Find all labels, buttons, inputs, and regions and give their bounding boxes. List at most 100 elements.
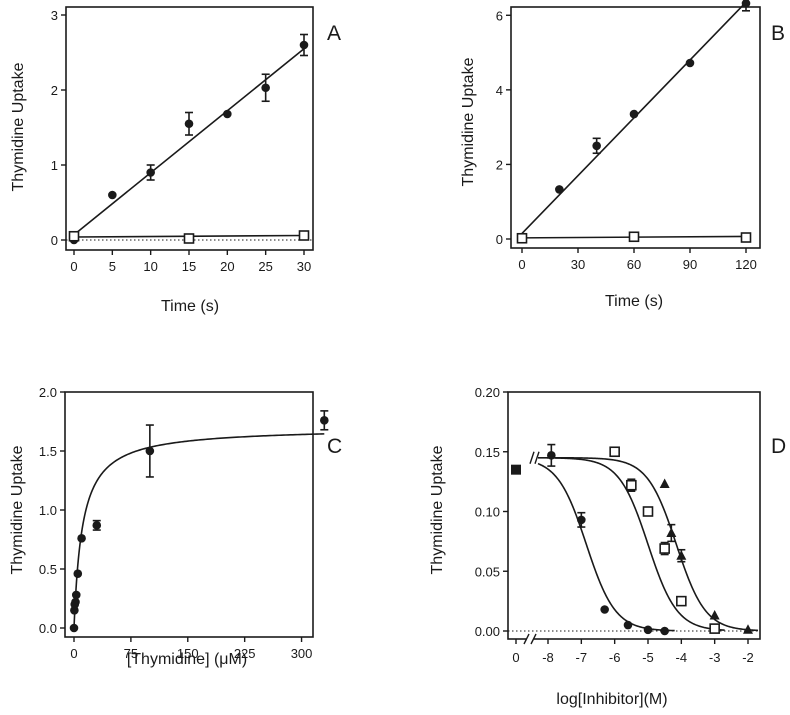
panel-d: D log[Inhibitor](M) Thymidine Uptake 0 -8… <box>429 385 786 708</box>
x-tick-label: 0 <box>512 650 519 665</box>
curve-break-mark <box>534 451 540 464</box>
panel-d-y-axis-label: Thymidine Uptake <box>429 445 446 574</box>
data-point <box>71 590 81 600</box>
y-tick-label: 2 <box>496 157 503 172</box>
x-tick-label: 90 <box>683 257 697 272</box>
data-point <box>77 534 86 543</box>
x-tick-label: -2 <box>742 650 754 665</box>
panel-a-y-axis-label: Thymidine Uptake <box>10 62 27 191</box>
data-point <box>676 595 687 607</box>
x-tick-label: -7 <box>576 650 588 665</box>
x-tick-label: 30 <box>297 259 311 274</box>
data-point <box>69 623 79 633</box>
data-point <box>642 506 654 517</box>
data-point <box>741 0 751 8</box>
axis-break-mark <box>530 633 537 645</box>
x-tick-label: 20 <box>220 259 234 274</box>
data-point <box>743 624 753 634</box>
x-tick-label: 0 <box>70 259 77 274</box>
y-tick-label: 0.5 <box>39 562 57 577</box>
curve-break-mark <box>529 451 535 464</box>
x-tick-label: 5 <box>109 259 116 274</box>
panel-b-x-axis-label: Time (s) <box>605 293 663 310</box>
panel-a: A Time (s) Thymidine Uptake 0 5 10 15 20 25 30… <box>10 6 341 315</box>
data-point <box>709 609 720 620</box>
x-tick-label: 75 <box>124 646 138 661</box>
data-point <box>600 605 609 614</box>
data-point <box>68 230 80 242</box>
data-point <box>184 119 194 129</box>
x-tick-label: 300 <box>291 646 313 661</box>
data-point <box>609 446 620 458</box>
control-point <box>511 464 521 475</box>
data-point <box>299 40 309 50</box>
x-tick-label: -8 <box>542 650 554 665</box>
y-tick-label: 0.15 <box>475 445 500 460</box>
x-tick-label: -6 <box>609 650 621 665</box>
axis-break-gap <box>527 635 534 643</box>
y-tick-label: 2.0 <box>39 385 57 400</box>
data-point <box>71 597 80 607</box>
y-tick-label: 0.05 <box>475 564 500 579</box>
data-point <box>676 550 687 560</box>
data-point <box>626 479 637 491</box>
x-tick-label: 0 <box>518 257 525 272</box>
data-point <box>659 543 670 554</box>
data-point <box>659 478 670 489</box>
x-tick-label: -4 <box>676 650 688 665</box>
data-point <box>183 233 195 244</box>
x-tick-label: 15 <box>182 259 196 274</box>
panel-b-letter: B <box>771 22 785 45</box>
y-tick-label: 0 <box>51 233 58 248</box>
data-point <box>623 620 633 630</box>
x-tick-label: 120 <box>735 257 757 272</box>
y-tick-label: 2 <box>51 83 58 98</box>
data-point <box>320 416 329 425</box>
panel-c: C [Thymidine] (μM) Thymidine Uptake 0 75 1… <box>9 385 342 668</box>
data-point <box>92 521 102 530</box>
panel-a-x-axis-label: Time (s) <box>161 298 219 315</box>
y-tick-label: 1.0 <box>39 503 57 518</box>
y-tick-label: 0.00 <box>475 624 500 639</box>
data-point <box>108 190 117 200</box>
plot-frame <box>510 6 761 249</box>
data-point <box>73 569 83 579</box>
x-tick-label: 225 <box>234 646 256 661</box>
x-tick-label: 0 <box>70 646 77 661</box>
panel-b: B Time (s) Thymidine Uptake 0 30 60 90 120 0 2… <box>460 0 785 310</box>
data-point <box>643 625 653 635</box>
panel-a-letter: A <box>327 22 341 45</box>
data-point <box>709 623 720 634</box>
x-tick-label: 25 <box>258 259 272 274</box>
data-point <box>516 232 528 244</box>
panel-c-y-axis-label: Thymidine Uptake <box>9 445 26 574</box>
x-tick-label: 60 <box>627 257 641 272</box>
data-point <box>577 515 586 525</box>
data-point <box>298 230 310 241</box>
y-tick-label: 1.5 <box>39 444 57 459</box>
fit-line <box>73 48 305 236</box>
fit-curve <box>538 456 759 632</box>
x-tick-label: -3 <box>709 650 721 665</box>
y-tick-label: 6 <box>496 8 503 23</box>
x-tick-label: 30 <box>571 257 585 272</box>
panel-c-x-axis-label: [Thymidine] (μM) <box>127 651 247 668</box>
data-point <box>146 168 155 177</box>
y-tick-label: 4 <box>496 83 503 98</box>
panel-d-x-axis-label: log[Inhibitor](M) <box>556 691 667 708</box>
data-point <box>261 83 270 93</box>
data-point <box>666 527 677 538</box>
x-tick-label: -5 <box>642 650 654 665</box>
x-tick-label: 10 <box>143 259 157 274</box>
panel-b-y-axis-label: Thymidine Uptake <box>460 57 477 186</box>
data-point <box>555 185 564 194</box>
y-tick-label: 0 <box>496 232 503 247</box>
data-point <box>628 231 640 243</box>
data-point <box>223 109 232 119</box>
y-tick-label: 0.10 <box>475 505 500 520</box>
data-point <box>685 58 695 68</box>
y-tick-label: 1 <box>51 158 58 173</box>
y-tick-label: 0.0 <box>39 621 57 636</box>
x-tick-label: 150 <box>177 646 199 661</box>
